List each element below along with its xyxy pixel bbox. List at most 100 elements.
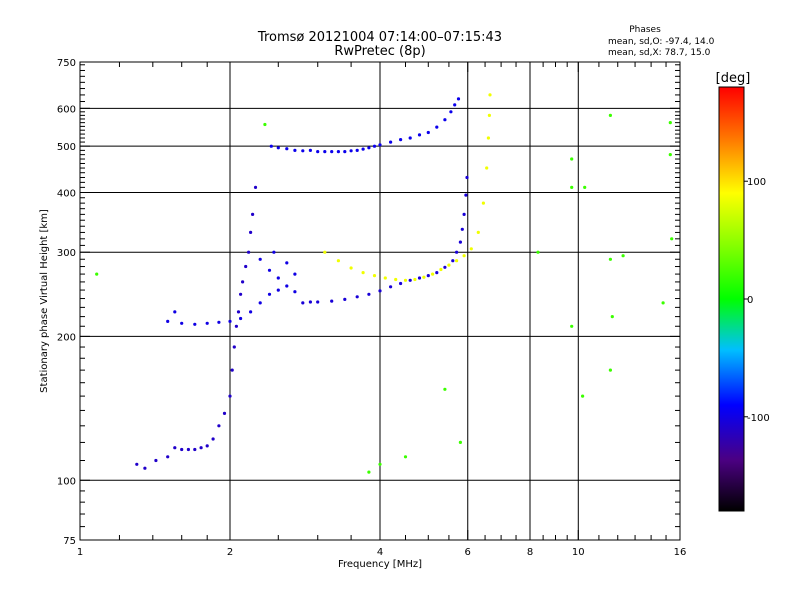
data-point <box>394 277 398 282</box>
data-point <box>336 150 340 154</box>
data-point <box>361 147 365 151</box>
data-point <box>95 272 99 276</box>
data-point <box>205 444 209 448</box>
data-point <box>343 150 347 154</box>
y-tick-label: 500 <box>57 142 76 153</box>
data-point <box>583 185 587 189</box>
data-point <box>186 447 190 452</box>
data-point <box>258 301 262 305</box>
data-point <box>460 227 464 231</box>
colorbar-ticks: 100 0 -100 <box>744 177 770 424</box>
x-axis-label: Frequency [MHz] <box>338 559 422 570</box>
y-tick-label: 200 <box>57 332 76 343</box>
data-point <box>455 250 459 254</box>
data-point <box>608 257 613 261</box>
data-point <box>247 250 251 254</box>
data-point <box>417 133 422 137</box>
data-point <box>193 447 197 452</box>
data-point <box>608 368 613 372</box>
x-tick-label: 2 <box>227 547 233 558</box>
data-point <box>453 103 457 107</box>
y-axis: 75 100 200 300 400 500 600 750 <box>57 58 680 547</box>
data-point <box>447 263 451 267</box>
colorbar <box>718 86 745 512</box>
data-point <box>230 368 234 372</box>
data-point <box>570 185 574 189</box>
x-tick-label: 1 <box>77 547 83 558</box>
data-point <box>581 394 585 398</box>
data-point <box>244 264 248 269</box>
data-point <box>422 275 426 279</box>
chart-subtitle: RwPretec (8p) <box>334 44 425 59</box>
data-point <box>173 446 177 450</box>
data-point <box>661 301 665 305</box>
data-point <box>668 121 672 125</box>
data-point <box>272 250 276 254</box>
data-point <box>451 259 455 263</box>
y-tick-label: 300 <box>57 248 76 259</box>
data-point <box>485 166 489 170</box>
data-point <box>222 411 227 415</box>
data-point <box>462 212 466 216</box>
data-point <box>621 254 625 258</box>
data-point <box>570 324 574 328</box>
x-axis: 1 2 4 6 8 10 16 <box>77 62 686 558</box>
data-point <box>455 259 459 263</box>
data-points <box>95 93 674 474</box>
data-point <box>462 254 466 258</box>
data-point <box>399 281 403 286</box>
data-point <box>435 125 439 129</box>
data-point <box>285 284 289 288</box>
data-point <box>234 324 238 328</box>
data-point <box>349 149 353 153</box>
data-point <box>154 458 158 463</box>
colorbar-tick-label: 0 <box>747 295 753 306</box>
data-point <box>316 300 320 304</box>
data-point <box>456 97 461 101</box>
grid-lines <box>80 62 680 540</box>
data-point <box>193 322 197 326</box>
data-point <box>249 310 253 314</box>
data-point <box>285 261 289 265</box>
data-point <box>408 278 412 282</box>
data-point <box>301 301 305 305</box>
data-point <box>276 146 280 150</box>
data-point <box>378 289 382 293</box>
data-point <box>239 316 243 321</box>
data-point <box>608 113 613 117</box>
data-point <box>199 446 203 450</box>
data-point <box>469 247 473 251</box>
data-point <box>403 455 408 459</box>
data-point <box>269 144 273 148</box>
y-tick-label: 750 <box>57 58 76 69</box>
data-point <box>439 267 443 272</box>
data-point <box>249 230 253 234</box>
phase-box-title: Phases <box>629 25 661 35</box>
data-point <box>449 110 453 114</box>
data-point <box>361 271 365 275</box>
data-point <box>217 320 221 324</box>
y-tick-label: 75 <box>63 536 76 547</box>
data-point <box>417 276 422 280</box>
data-point <box>443 387 447 391</box>
phase-box-x: mean, sd,X: 78.7, 15.0 <box>608 48 711 58</box>
data-point <box>323 150 327 154</box>
colorbar-label: [deg] <box>716 71 751 86</box>
data-point <box>355 295 359 299</box>
data-point <box>389 140 393 144</box>
data-point <box>431 272 435 276</box>
data-point <box>228 319 232 323</box>
y-tick-label: 400 <box>57 188 76 199</box>
data-point <box>343 297 347 301</box>
data-point <box>464 193 468 197</box>
data-point <box>251 212 255 216</box>
data-point <box>330 150 334 154</box>
data-point <box>570 157 574 161</box>
data-point <box>285 147 289 151</box>
data-point <box>228 394 232 398</box>
data-point <box>258 257 262 261</box>
data-point <box>232 345 236 349</box>
data-point <box>205 321 209 325</box>
data-point <box>458 240 462 244</box>
data-point <box>372 274 377 278</box>
